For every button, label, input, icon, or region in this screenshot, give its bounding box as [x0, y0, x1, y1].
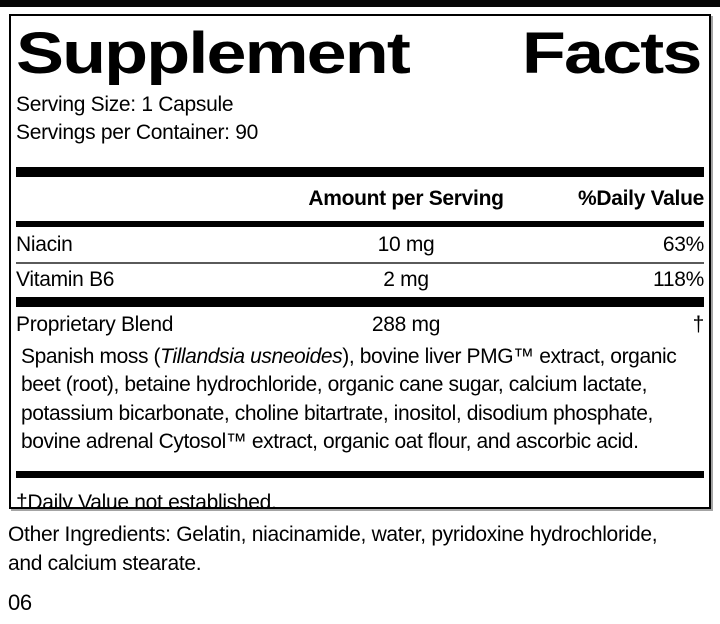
table-row-niacin: Niacin 10 mg 63% — [16, 227, 704, 262]
blend-line-3: potassium bicarbonate, choline bitartrat… — [21, 401, 653, 425]
other-ingredients-line-2: and calcium stearate. — [8, 551, 202, 575]
label-code: 06 — [8, 590, 32, 615]
table-header-row: Amount per Serving %Daily Value — [16, 177, 704, 221]
daily-value-footnote: †Daily Value not established. — [16, 490, 277, 509]
panel-title-word-facts: Facts — [521, 21, 702, 86]
other-ingredients-line-1: Other Ingredients: Gelatin, niacinamide,… — [8, 523, 658, 546]
nutrient-daily-value: 118% — [653, 268, 704, 292]
blend-line-1-prefix: Spanish moss ( — [21, 344, 161, 368]
serving-size-line: Serving Size: 1 Capsule — [16, 93, 234, 116]
nutrient-name: Niacin — [16, 232, 73, 256]
nutrient-amount: 10 mg — [377, 232, 435, 256]
nutrient-daily-value-dagger: † — [692, 312, 705, 336]
servings-per-container-line: Servings per Container: 90 — [16, 121, 259, 144]
nutrient-name: Vitamin B6 — [16, 268, 115, 292]
blend-line-1-suffix: ), bovine liver PMG™ extract, organic — [342, 344, 677, 368]
blend-line-2: beet (root), betaine hydrochloride, orga… — [21, 373, 648, 396]
amount-per-serving-header: Amount per Serving — [308, 187, 504, 210]
table-row-proprietary-blend: Proprietary Blend 288 mg † — [16, 307, 704, 343]
daily-value-header: %Daily Value — [578, 187, 704, 210]
nutrient-amount: 288 mg — [371, 312, 441, 336]
divider-bar-bottom — [16, 470, 704, 478]
divider-rule-thin — [16, 262, 704, 264]
nutrient-amount: 2 mg — [383, 268, 429, 292]
divider-bar-mid — [16, 296, 704, 307]
blend-line-1-botanical-name: Tillandsia usneoides — [160, 344, 343, 368]
supplement-facts-panel: Supplement Facts Serving Size: 1 Capsule… — [9, 14, 711, 509]
proprietary-blend-description: Spanish moss (Tillandsia usneoides), bov… — [16, 343, 704, 464]
panel-title-word-supplement: Supplement — [16, 21, 411, 86]
table-row-vitamin-b6: Vitamin B6 2 mg 118% — [16, 264, 704, 297]
divider-bar-top — [16, 167, 704, 177]
other-ingredients-text: Other Ingredients: Gelatin, niacinamide,… — [8, 521, 712, 578]
top-black-strip — [0, 0, 720, 7]
nutrient-daily-value: 63% — [662, 232, 704, 256]
blend-line-1: Spanish moss (Tillandsia usneoides), bov… — [21, 343, 704, 372]
blend-line-4: bovine adrenal Cytosol™ extract, organic… — [21, 430, 639, 453]
nutrient-name: Proprietary Blend — [16, 312, 174, 336]
divider-bar-under-header — [16, 221, 704, 227]
panel-title: Supplement Facts — [16, 21, 702, 91]
